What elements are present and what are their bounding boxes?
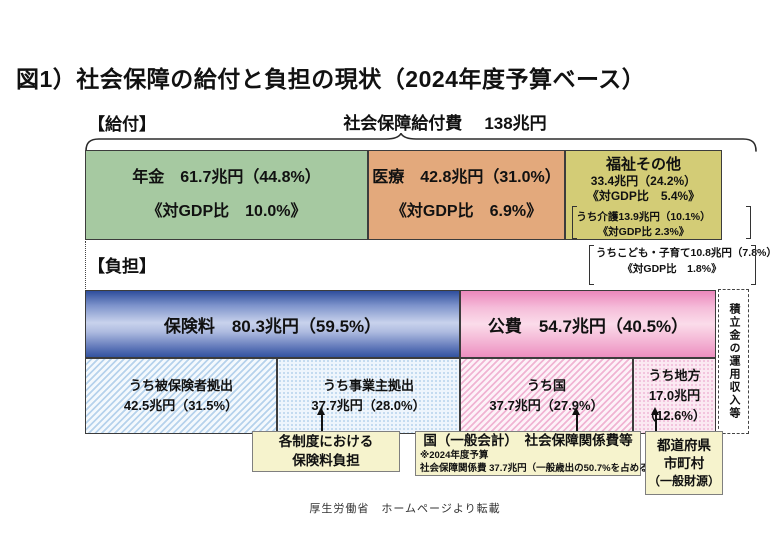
kaigo-bracket-left [572, 206, 577, 239]
arrow-line-local [655, 414, 657, 432]
callout-national-note: ※2024年度予算 [420, 450, 489, 462]
callout-national-title: 国（一般会計） 社会保障関係費等 [423, 433, 633, 449]
kaigo-bracket-right [746, 206, 751, 239]
burden-box-local: うち地方 17.0兆円 （12.6%） [633, 358, 716, 434]
local-amount: 17.0兆円 [648, 387, 701, 403]
reserve-fund-column: 積立金の運用収入等 [718, 289, 749, 434]
welfare-kaigo-note: うち介護13.9兆円（10.1%） 《対GDP比 2.3%》 [576, 210, 710, 240]
welfare-amount-label: 33.4兆円（24.2%） [590, 174, 697, 188]
kodomo-note: うちこども・子育て10.8兆円（7.8%） 《対GDP比 1.8%》 [596, 246, 770, 278]
arrow-line-employer [321, 414, 323, 432]
burden-box-insured-contribution: うち被保険者拠出 42.5兆円（31.5%） [85, 358, 277, 434]
benefits-box-pension: 年金 61.7兆円（44.8%） 《対GDP比 10.0%》 [85, 150, 368, 240]
source-note: 厚生労働省 ホームページより転載 [309, 503, 501, 515]
page-title: 図1）社会保障の給付と負担の現状（2024年度予算ベース） [16, 66, 646, 92]
employer-amount: 37.7兆円（28.0%） [311, 398, 426, 413]
benefits-total-label: 社会保障給付費 [343, 114, 463, 133]
employer-label: うち事業主拠出 [322, 377, 414, 393]
arrow-up-icon [651, 407, 659, 415]
pension-gdp-label: 《対GDP比 10.0%》 [146, 203, 307, 220]
benefits-total: 社会保障給付費 138兆円 [300, 109, 590, 134]
welfare-gdp-label: 《対GDP比 5.4%》 [586, 189, 701, 203]
callout-national-detail: 社会保障関係費 37.7兆円（一般歳出の50.7%を占める） [420, 462, 659, 474]
insured-amount: 42.5兆円（31.5%） [123, 398, 239, 413]
national-label: うち国 [526, 377, 566, 393]
arrow-up-icon [572, 407, 580, 415]
local-label: うち地方 [648, 367, 701, 383]
burden-box-insurance: 保険料 80.3兆円（59.5%） [85, 290, 460, 358]
callout-premium-line2: 保険料負担 [292, 452, 360, 468]
section-dotted-connector [85, 241, 86, 289]
medical-gdp-label: 《対GDP比 6.9%》 [390, 203, 543, 220]
kodomo-amount-label: うちこども・子育て10.8兆円（7.8%） [596, 247, 770, 259]
callout-localgov-line2: 市町村 [663, 455, 705, 471]
callout-premium-burden: 各制度における 保険料負担 [252, 431, 400, 472]
insured-label: うち被保険者拠出 [128, 377, 233, 393]
burden-box-national: うち国 37.7兆円（27.9%） [460, 358, 633, 434]
burden-section-label: 【負担】 [88, 257, 156, 276]
callout-premium-line1: 各制度における [278, 434, 374, 450]
burden-box-public: 公費 54.7兆円（40.5%） [460, 290, 716, 358]
callout-local-government: 都道府県 市町村 （一般財源） [645, 431, 723, 495]
callout-localgov-line3: （一般財源） [647, 474, 720, 489]
public-funds-label: 公費 54.7兆円（40.5%） [487, 316, 689, 336]
medical-amount-label: 医療 42.8兆円（31.0%） [372, 169, 561, 186]
reserve-fund-label: 積立金の運用収入等 [728, 303, 740, 420]
benefits-total-value: 138兆円 [484, 114, 547, 133]
kodomo-bracket-left [589, 245, 594, 285]
benefits-box-welfare: 福祉その他 33.4兆円（24.2%） 《対GDP比 5.4%》 うち介護13.… [565, 150, 722, 240]
arrow-up-icon [317, 407, 325, 415]
national-amount: 37.7兆円（27.9%） [489, 398, 604, 413]
insurance-label: 保険料 80.3兆円（59.5%） [163, 316, 382, 336]
burden-box-employer-contribution: うち事業主拠出 37.7兆円（28.0%） [277, 358, 460, 434]
brace-total-span [85, 133, 757, 152]
kodomo-bracket-right [751, 245, 756, 285]
kaigo-amount-label: うち介護13.9兆円（10.1%） [576, 211, 711, 223]
welfare-title: 福祉その他 [605, 156, 681, 173]
callout-national-budget: 国（一般会計） 社会保障関係費等 ※2024年度予算 社会保障関係費 37.7兆… [415, 431, 659, 476]
benefits-section-label: 【給付】 [88, 115, 156, 134]
callout-localgov-line1: 都道府県 [657, 437, 711, 453]
kaigo-gdp-label: 《対GDP比 2.3%》 [597, 226, 690, 239]
benefits-box-medical: 医療 42.8兆円（31.0%） 《対GDP比 6.9%》 [368, 150, 565, 240]
kodomo-gdp-label: 《対GDP比 1.8%》 [622, 262, 722, 275]
arrow-line-national [576, 414, 578, 432]
pension-amount-label: 年金 61.7兆円（44.8%） [132, 169, 321, 186]
